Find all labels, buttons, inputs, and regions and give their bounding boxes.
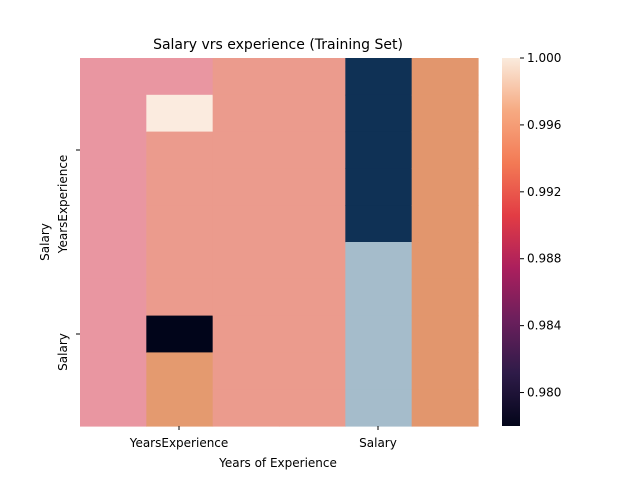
heatmap-cell-1-10 [80,389,147,427]
heatmap-cell-6-2 [411,94,479,133]
heatmap-cell-5-10 [345,389,413,427]
colorbar-ticks: 0.980 0.984 0.988 0.992 0.996 1.000 [520,51,561,400]
heatmap-cell-2-8 [146,315,214,353]
x-tick-label-yearsexperience: YearsExperience [129,436,229,450]
heatmap-cell-4-4 [279,168,346,206]
heatmap-cell-1-3 [80,131,147,169]
colorbar-tick-label-6: 1.000 [527,51,561,65]
heatmap-cell-1-7 [80,278,147,317]
colorbar-tick-label-4: 0.992 [527,185,561,199]
y-axis: YearsExperience Salary [56,149,80,371]
heatmap-cell-3-4 [212,168,280,206]
heatmap-cell-5-4 [345,168,413,206]
heatmap-cell-1-8 [80,315,147,353]
colorbar-tick-label-2: 0.984 [527,319,561,333]
heatmap-cell-4-5 [279,205,346,243]
heatmap-cell-1-6 [80,242,147,280]
heatmap-cell-4-8 [279,315,346,353]
heatmap-cell-3-9 [212,352,280,390]
x-axis: YearsExperience Salary [129,426,397,450]
heatmap-cell-6-4 [411,168,479,206]
heatmap-cell-5-1 [345,58,413,96]
heatmap-cell-3-3 [212,131,280,169]
heatmap-cell-2-2 [146,94,214,133]
heatmap-cell-6-8 [411,315,479,353]
heatmap-cell-2-3 [146,131,214,169]
heatmap-cell-2-9 [146,352,214,390]
heatmap-cell-3-10 [212,389,280,427]
x-tick-label-salary: Salary [359,436,397,450]
heatmap-cell-5-3 [345,131,413,169]
heatmap-cell-5-8 [345,315,413,353]
heatmap-cell-3-7 [212,278,280,317]
colorbar-tick-label-3: 0.988 [527,252,561,266]
heatmap-cell-5-6 [345,242,413,280]
colorbar-tick-label-5: 0.996 [527,118,561,132]
y-tick-label-yearsexperience: YearsExperience [56,155,70,255]
heatmap-cell-2-1 [146,58,214,96]
heatmap-cell-4-10 [279,389,346,427]
heatmap-cell-6-7 [411,278,479,317]
heatmap-cell-4-9 [279,352,346,390]
heatmap-cell-3-1 [212,58,280,96]
heatmap-cell-2-4 [146,168,214,206]
heatmap-cell-4-2 [279,94,346,133]
chart-title: Salary vrs experience (Training Set) [153,37,403,53]
heatmap-cell-3-5 [212,205,280,243]
heatmap-cell-6-1 [411,58,479,96]
heatmap-cell-6-3 [411,131,479,169]
heatmap-cell-5-7 [345,278,413,317]
heatmap-cell-1-4 [80,168,147,206]
heatmap-cell-1-1 [80,58,147,96]
heatmap-cell-5-5 [345,205,413,243]
heatmap-cell-2-7 [146,278,214,317]
heatmap-cell-6-9 [411,352,479,390]
heatmap-cell-2-5 [146,205,214,243]
heatmap-cells [80,58,479,427]
heatmap-cell-4-1 [279,58,346,96]
heatmap-cell-5-9 [345,352,413,390]
y-tick-label-salary: Salary [56,333,70,371]
heatmap-cell-2-10 [146,389,214,427]
heatmap-cell-1-9 [80,352,147,390]
heatmap-cell-6-10 [411,389,479,427]
heatmap-cell-3-8 [212,315,280,353]
heatmap-cell-4-3 [279,131,346,169]
heatmap-cell-4-7 [279,278,346,317]
heatmap-cell-3-2 [212,94,280,133]
colorbar [502,58,520,426]
heatmap-cell-1-2 [80,94,147,133]
heatmap-cell-6-6 [411,242,479,280]
heatmap-cell-1-5 [80,205,147,243]
colorbar-tick-label-1: 0.980 [527,386,561,400]
heatmap-cell-6-5 [411,205,479,243]
heatmap-cell-5-2 [345,94,413,133]
heatmap-cell-2-6 [146,242,214,280]
x-axis-label: Years of Experience [218,456,337,470]
y-axis-label: Salary [38,223,52,261]
heatmap-cell-4-6 [279,242,346,280]
heatmap-cell-3-6 [212,242,280,280]
